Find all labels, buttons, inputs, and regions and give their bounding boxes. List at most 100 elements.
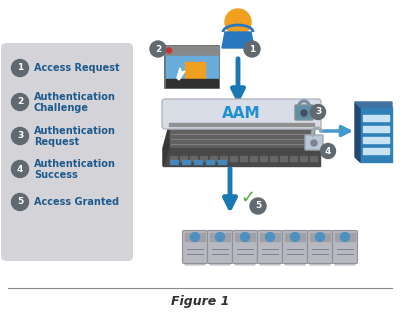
Text: Access Granted: Access Granted <box>34 197 119 207</box>
Bar <box>190 156 197 161</box>
Bar <box>169 125 314 149</box>
Bar <box>218 160 226 164</box>
Circle shape <box>301 110 307 116</box>
Bar <box>194 160 202 164</box>
Circle shape <box>166 48 172 53</box>
Bar <box>165 46 219 55</box>
Circle shape <box>311 140 317 146</box>
Bar <box>363 137 389 143</box>
Text: 5: 5 <box>17 198 23 207</box>
Polygon shape <box>177 68 185 80</box>
Text: Success: Success <box>34 170 78 180</box>
Text: 2: 2 <box>17 98 23 106</box>
FancyBboxPatch shape <box>308 230 332 263</box>
Text: 3: 3 <box>315 107 321 116</box>
Circle shape <box>12 94 28 111</box>
Polygon shape <box>163 126 169 166</box>
Circle shape <box>250 198 266 214</box>
Text: 4: 4 <box>17 165 23 174</box>
Bar <box>230 156 237 161</box>
Bar <box>180 156 187 161</box>
Bar <box>250 156 257 161</box>
Text: 2: 2 <box>155 45 161 53</box>
Bar <box>260 233 280 241</box>
Bar <box>166 79 218 87</box>
Bar <box>182 160 190 164</box>
FancyBboxPatch shape <box>234 261 256 266</box>
FancyBboxPatch shape <box>1 43 133 261</box>
FancyBboxPatch shape <box>282 230 308 263</box>
Polygon shape <box>355 102 360 162</box>
Polygon shape <box>222 32 254 48</box>
Bar <box>280 156 287 161</box>
Bar <box>285 233 305 241</box>
FancyBboxPatch shape <box>260 261 280 266</box>
Text: 4: 4 <box>325 147 331 155</box>
Bar <box>210 233 230 241</box>
Bar <box>290 156 297 161</box>
FancyBboxPatch shape <box>295 105 313 120</box>
Bar <box>210 156 217 161</box>
Bar <box>185 233 205 241</box>
Circle shape <box>12 127 28 144</box>
Circle shape <box>216 232 224 241</box>
FancyBboxPatch shape <box>305 135 323 150</box>
Circle shape <box>340 232 350 241</box>
Bar <box>220 156 227 161</box>
Bar <box>363 126 389 132</box>
Text: Access Request: Access Request <box>34 63 120 73</box>
Circle shape <box>225 9 251 35</box>
Bar <box>260 156 267 161</box>
Text: Challenge: Challenge <box>34 103 89 113</box>
Circle shape <box>320 143 336 159</box>
Circle shape <box>190 232 200 241</box>
Bar <box>300 156 307 161</box>
Text: 1: 1 <box>17 63 23 73</box>
FancyBboxPatch shape <box>165 46 219 88</box>
FancyBboxPatch shape <box>208 230 232 263</box>
Text: 5: 5 <box>255 202 261 210</box>
Circle shape <box>150 41 166 57</box>
Bar <box>163 148 320 166</box>
FancyBboxPatch shape <box>210 261 230 266</box>
Bar <box>270 156 277 161</box>
FancyBboxPatch shape <box>162 99 321 129</box>
Bar <box>185 62 205 80</box>
Bar <box>335 233 355 241</box>
Bar <box>363 115 389 121</box>
Circle shape <box>12 160 28 177</box>
Circle shape <box>290 232 300 241</box>
FancyBboxPatch shape <box>182 230 208 263</box>
Circle shape <box>310 105 326 120</box>
Circle shape <box>266 232 274 241</box>
Bar <box>206 160 214 164</box>
Bar <box>310 233 330 241</box>
FancyBboxPatch shape <box>232 230 258 263</box>
FancyBboxPatch shape <box>332 230 358 263</box>
Bar <box>240 156 247 161</box>
Polygon shape <box>355 102 392 107</box>
Circle shape <box>316 232 324 241</box>
Circle shape <box>12 59 28 77</box>
Bar <box>235 233 255 241</box>
Text: AAM: AAM <box>222 106 261 122</box>
Text: Authentication: Authentication <box>34 159 116 169</box>
FancyBboxPatch shape <box>334 261 356 266</box>
FancyBboxPatch shape <box>284 261 306 266</box>
Bar <box>170 156 177 161</box>
Text: Authentication: Authentication <box>34 92 116 102</box>
Circle shape <box>12 193 28 210</box>
FancyBboxPatch shape <box>184 261 206 266</box>
Bar <box>166 56 218 87</box>
Bar <box>170 160 178 164</box>
Bar <box>169 123 314 126</box>
FancyBboxPatch shape <box>310 261 330 266</box>
Circle shape <box>240 232 250 241</box>
Text: 1: 1 <box>249 45 255 53</box>
Text: Figure 1: Figure 1 <box>171 295 229 307</box>
Text: Request: Request <box>34 137 79 147</box>
Bar <box>310 156 317 161</box>
Text: ✓: ✓ <box>240 189 256 207</box>
FancyBboxPatch shape <box>258 230 282 263</box>
Bar <box>200 156 207 161</box>
